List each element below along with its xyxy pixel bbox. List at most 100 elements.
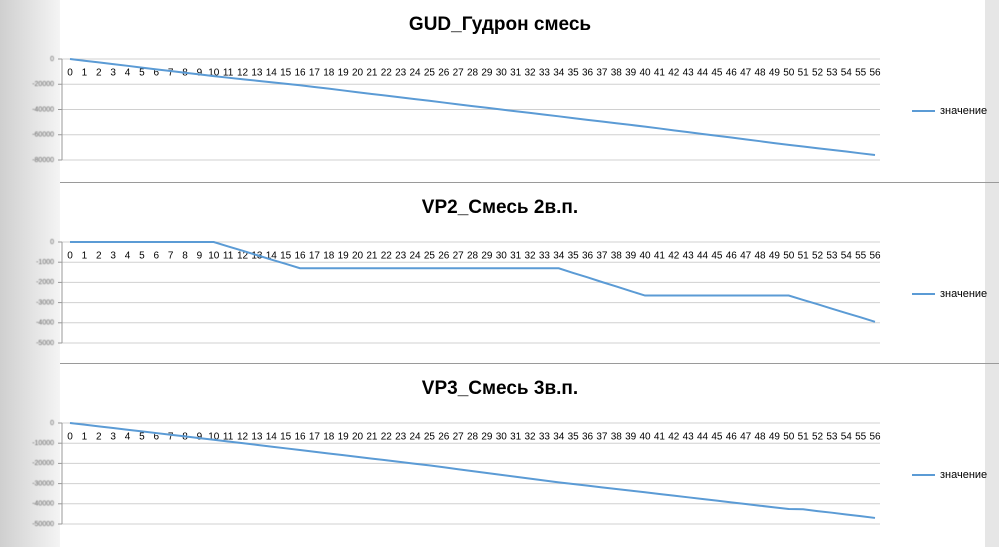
legend-label: значение bbox=[940, 288, 987, 300]
x-tick-label: 44 bbox=[697, 68, 709, 79]
x-tick-label: 5 bbox=[139, 68, 145, 79]
x-tick-label: 16 bbox=[294, 251, 306, 262]
x-tick-label: 1 bbox=[82, 432, 88, 443]
x-tick-label: 15 bbox=[280, 68, 292, 79]
x-tick-label: 33 bbox=[539, 68, 551, 79]
x-tick-label: 24 bbox=[409, 68, 421, 79]
x-tick-label: 12 bbox=[237, 251, 249, 262]
x-tick-label: 34 bbox=[553, 251, 565, 262]
x-tick-label: 27 bbox=[453, 251, 465, 262]
data-line bbox=[69, 58, 876, 156]
x-tick-label: 4 bbox=[125, 68, 131, 79]
x-tick-label: 46 bbox=[726, 251, 738, 262]
legend-label: значение bbox=[940, 469, 987, 481]
x-tick-label: 16 bbox=[294, 432, 306, 443]
x-tick-label: 7 bbox=[168, 68, 174, 79]
x-tick-label: 2 bbox=[96, 68, 102, 79]
x-tick-label: 2 bbox=[96, 251, 102, 262]
x-tick-label: 16 bbox=[294, 68, 306, 79]
x-tick-label: 14 bbox=[266, 251, 278, 262]
x-tick-label: 42 bbox=[668, 68, 680, 79]
chart-title: VP3_Смесь 3в.п. bbox=[422, 378, 578, 399]
x-tick-label: 0 bbox=[67, 68, 73, 79]
x-tick-label: 41 bbox=[654, 432, 666, 443]
y-tick-label: -80000 bbox=[32, 157, 54, 164]
x-tick-label: 2 bbox=[96, 432, 102, 443]
x-tick-label: 11 bbox=[223, 251, 234, 262]
x-tick-label: 12 bbox=[237, 432, 249, 443]
x-tick-label: 43 bbox=[683, 432, 695, 443]
x-tick-label: 35 bbox=[568, 68, 580, 79]
x-tick-label: 37 bbox=[596, 68, 608, 79]
x-tick-label: 24 bbox=[409, 432, 421, 443]
legend-label: значение bbox=[940, 105, 987, 117]
x-tick-label: 31 bbox=[510, 432, 522, 443]
x-tick-label: 8 bbox=[182, 251, 188, 262]
x-tick-label: 50 bbox=[783, 68, 795, 79]
right-strip bbox=[985, 0, 999, 547]
x-tick-label: 18 bbox=[323, 251, 335, 262]
x-tick-label: 41 bbox=[654, 68, 666, 79]
y-tick-label: -2000 bbox=[36, 279, 54, 286]
x-tick-label: 26 bbox=[438, 432, 450, 443]
x-tick-label: 14 bbox=[266, 432, 278, 443]
y-tick-label: -60000 bbox=[32, 132, 54, 139]
x-tick-label: 45 bbox=[711, 251, 723, 262]
x-tick-label: 30 bbox=[496, 432, 508, 443]
x-tick-label: 48 bbox=[754, 251, 766, 262]
x-tick-label: 54 bbox=[841, 68, 853, 79]
x-tick-label: 51 bbox=[798, 432, 810, 443]
x-tick-label: 23 bbox=[395, 251, 407, 262]
x-tick-label: 13 bbox=[251, 432, 263, 443]
x-tick-label: 53 bbox=[826, 251, 838, 262]
x-tick-label: 49 bbox=[769, 68, 781, 79]
y-tick-label: -20000 bbox=[32, 460, 54, 467]
x-tick-label: 25 bbox=[424, 251, 436, 262]
x-tick-label: 37 bbox=[596, 432, 608, 443]
x-tick-label: 53 bbox=[826, 68, 838, 79]
x-tick-label: 43 bbox=[683, 68, 695, 79]
x-tick-label: 14 bbox=[266, 68, 278, 79]
x-tick-label: 54 bbox=[841, 251, 853, 262]
x-tick-label: 49 bbox=[769, 251, 781, 262]
x-tick-label: 20 bbox=[352, 251, 364, 262]
x-tick-label: 55 bbox=[855, 251, 867, 262]
y-tick-label: -50000 bbox=[32, 521, 54, 528]
x-tick-label: 48 bbox=[754, 432, 766, 443]
x-tick-label: 15 bbox=[280, 432, 292, 443]
x-tick-label: 47 bbox=[740, 432, 752, 443]
x-tick-label: 1 bbox=[82, 251, 88, 262]
x-tick-label: 1 bbox=[82, 68, 88, 79]
x-tick-label: 33 bbox=[539, 251, 551, 262]
x-tick-label: 52 bbox=[812, 251, 824, 262]
x-tick-label: 41 bbox=[654, 251, 666, 262]
x-tick-label: 18 bbox=[323, 432, 335, 443]
x-tick-label: 9 bbox=[197, 251, 203, 262]
x-tick-label: 25 bbox=[424, 432, 436, 443]
x-tick-label: 35 bbox=[568, 432, 580, 443]
x-tick-label: 19 bbox=[338, 251, 350, 262]
x-tick-label: 6 bbox=[153, 251, 159, 262]
x-tick-label: 31 bbox=[510, 251, 522, 262]
x-tick-label: 29 bbox=[481, 251, 493, 262]
x-tick-label: 22 bbox=[381, 432, 393, 443]
x-tick-label: 10 bbox=[208, 432, 220, 443]
x-tick-label: 6 bbox=[153, 68, 159, 79]
x-tick-label: 32 bbox=[524, 68, 536, 79]
x-tick-label: 31 bbox=[510, 68, 522, 79]
x-tick-label: 44 bbox=[697, 432, 709, 443]
x-tick-label: 32 bbox=[524, 432, 536, 443]
y-tick-label: -40000 bbox=[32, 106, 54, 113]
x-tick-label: 34 bbox=[553, 432, 565, 443]
x-tick-label: 5 bbox=[139, 432, 145, 443]
x-tick-label: 56 bbox=[869, 251, 881, 262]
x-tick-label: 0 bbox=[67, 432, 73, 443]
x-tick-label: 52 bbox=[812, 432, 824, 443]
x-tick-label: 45 bbox=[711, 68, 723, 79]
x-tick-label: 40 bbox=[639, 251, 651, 262]
x-tick-label: 4 bbox=[125, 251, 131, 262]
x-tick-label: 39 bbox=[625, 68, 637, 79]
x-tick-label: 30 bbox=[496, 68, 508, 79]
x-tick-label: 29 bbox=[481, 68, 493, 79]
x-tick-label: 22 bbox=[381, 68, 393, 79]
